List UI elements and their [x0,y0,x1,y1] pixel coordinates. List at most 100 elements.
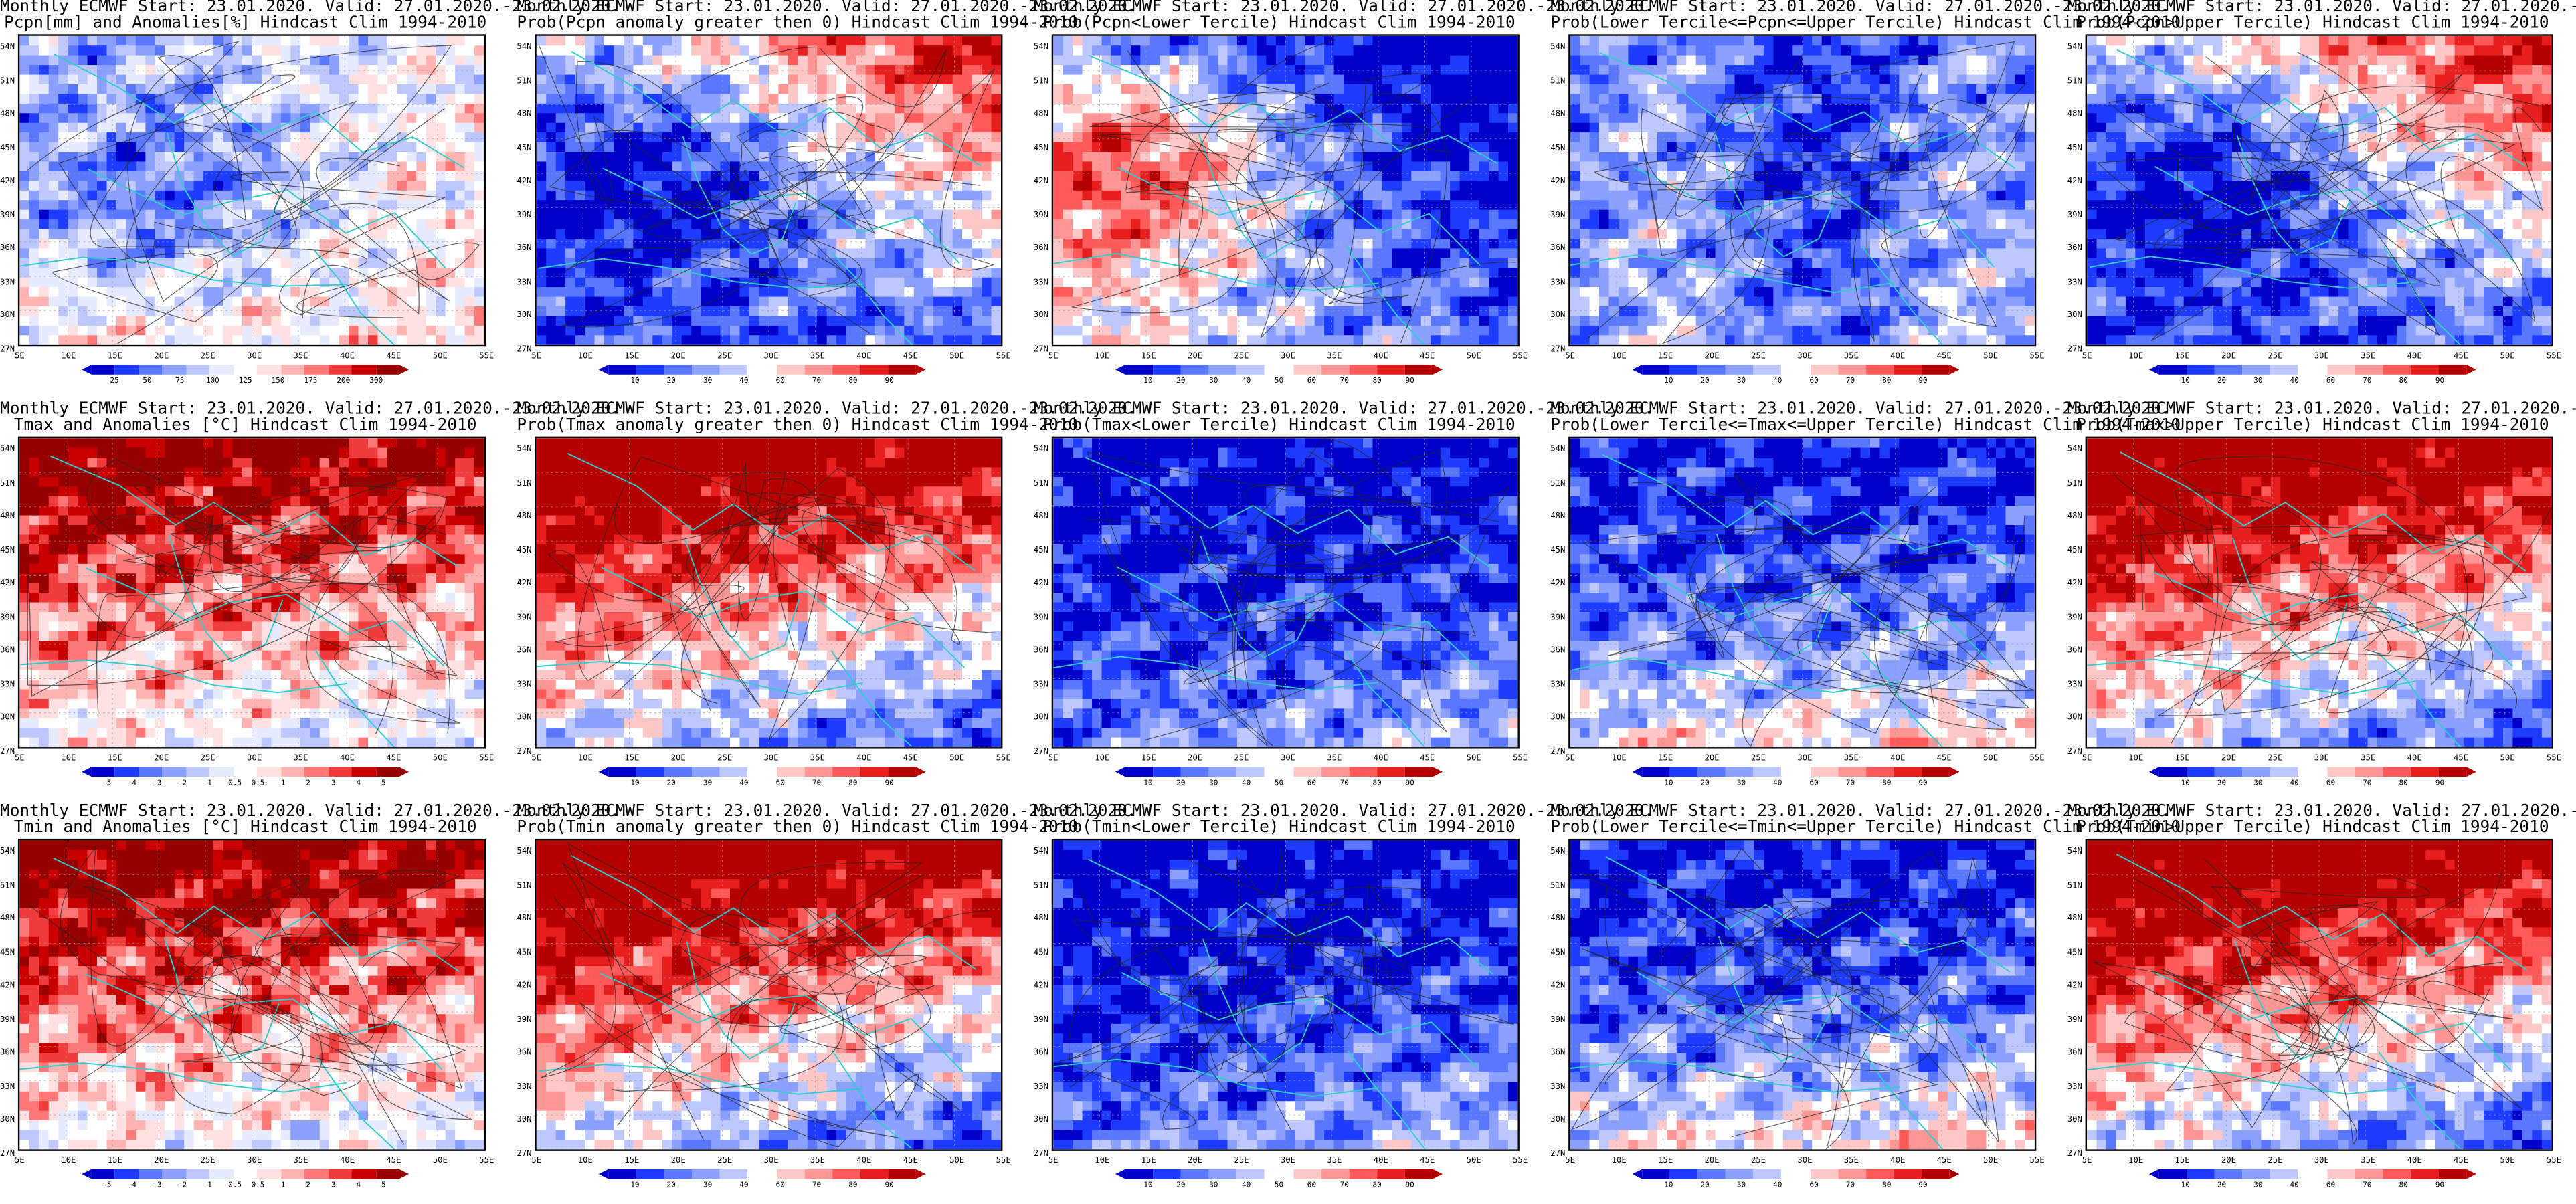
lon-label: 35E [1844,1156,1859,1166]
lon-label: 30E [247,352,262,362]
colorbar-swatch [1236,365,1265,375]
colorbar-swatch [304,365,329,375]
colorbar-swatch [748,767,777,777]
lon-label: 45E [1420,1156,1435,1166]
colorbar-tick-label: 90 [2435,378,2444,386]
lon-label: 5E [15,352,25,362]
lon-label: 45E [386,352,401,362]
colorbar-tick-label: 30 [2253,780,2262,788]
map-field [17,436,486,749]
map-title-line1: Monthly ECMWF Start: 23.01.2020. Valid: … [0,803,620,821]
colorbar-tick-label: 60 [2326,378,2335,386]
lat-label: 48N [2067,110,2082,120]
colorbar-tick-label: 80 [2399,378,2408,386]
colorbar-tick-label: 80 [848,780,857,788]
lat-label: 51N [1550,880,1565,890]
colorbar-max-arrow [399,1169,409,1179]
lon-label: 20E [1188,1156,1202,1166]
colorbar-swatch [328,767,352,777]
colorbar-swatch [888,365,916,375]
lon-label: 10E [1095,754,1109,764]
colorbar-swatch [139,1169,163,1179]
colorbar-swatch [1209,1169,1237,1179]
colorbar-swatch [804,365,832,375]
lon-label: 20E [2221,1156,2236,1166]
lon-label: 55E [996,754,1011,764]
lon-label: 25E [717,1156,732,1166]
lon-label: 35E [1844,352,1859,362]
colorbar-tick-label: 60 [776,780,785,788]
lat-label: 45N [517,545,531,555]
colorbar [2148,365,2476,375]
colorbar [598,365,926,375]
colorbar-tick-label: 30 [1737,780,1746,788]
colorbar-max-arrow [399,365,409,375]
lat-label: 30N [1550,713,1565,723]
lat-label: 30N [1550,1115,1565,1125]
colorbar-tick-label: 80 [1373,1182,1382,1190]
map-title-line2: Tmin and Anomalies [°C] Hindcast Clim 19… [0,820,490,837]
lon-label: 25E [1751,1156,1766,1166]
lon-label: 45E [1937,754,1952,764]
colorbar-tick-label: 90 [1918,780,1927,788]
colorbar-swatch [1404,1169,1433,1179]
lat-label: 48N [1550,110,1565,120]
colorbar-swatch [1376,365,1405,375]
colorbar-tick-label: 3 [331,780,336,788]
colorbar-swatch [2438,767,2467,777]
lat-label: 51N [0,76,15,86]
lon-label: 15E [1658,352,1673,362]
lon-label: 40E [856,754,871,764]
lon-label: 50E [2500,352,2514,362]
lon-label: 55E [1513,754,1528,764]
lat-label: 30N [2067,310,2082,320]
colorbar-swatch [2410,365,2439,375]
map-field [1051,838,1520,1151]
lat-label: 27N [2067,1148,2082,1159]
lon-label: 20E [1705,1156,1720,1166]
lon-label: 20E [154,352,169,362]
lon-label: 15E [108,352,122,362]
lat-label: 42N [1550,177,1565,187]
lon-label: 20E [154,1156,169,1166]
colorbar-tick-label: 1 [281,780,286,788]
lon-label: 20E [671,754,686,764]
lat-label: 36N [1034,646,1048,656]
colorbar-tick-label: 0.5 [252,780,265,788]
colorbar-swatch [2326,767,2355,777]
lon-label: 5E [1565,1156,1575,1166]
colorbar-tick-label: 60 [1307,1182,1316,1190]
colorbar-min-arrow [1115,365,1125,375]
colorbar-swatch [2438,1169,2467,1179]
lon-label: 55E [479,1156,494,1166]
colorbar-max-arrow [915,365,926,375]
lon-label: 35E [2361,352,2375,362]
colorbar-swatch [888,1169,916,1179]
colorbar-swatch [162,1169,187,1179]
lat-label: 33N [1034,1082,1048,1092]
lon-label: 15E [2175,352,2190,362]
lon-label: 10E [61,1156,76,1166]
lon-label: 15E [624,754,639,764]
map-panel: Monthly ECMWF Start: 23.01.2020. Valid: … [2067,0,2576,393]
lon-label: 30E [1797,352,1812,362]
colorbar-swatch [1642,767,1670,777]
lat-label: 30N [517,713,531,723]
map-title-line1: Monthly ECMWF Start: 23.01.2020. Valid: … [1034,803,1654,821]
map-panel: Monthly ECMWF Start: 23.01.2020. Valid: … [1550,401,2181,795]
colorbar-swatch [1865,365,1894,375]
lat-label: 54N [1550,445,1565,455]
map-panel: Monthly ECMWF Start: 23.01.2020. Valid: … [1034,803,1654,1197]
lon-label: 15E [2175,1156,2190,1166]
lat-label: 48N [0,512,15,522]
lat-label: 39N [0,612,15,622]
colorbar-tick-label: 1 [281,1182,286,1190]
lat-label: 54N [0,43,15,53]
colorbar-tick-label: 70 [1340,378,1349,386]
colorbar-swatch [636,365,664,375]
colorbar-tick-label: 40 [1773,378,1782,386]
colorbar-swatch [234,767,258,777]
colorbar-swatch [115,1169,139,1179]
colorbar-swatch [1922,1169,1950,1179]
colorbar-swatch [2382,1169,2411,1179]
